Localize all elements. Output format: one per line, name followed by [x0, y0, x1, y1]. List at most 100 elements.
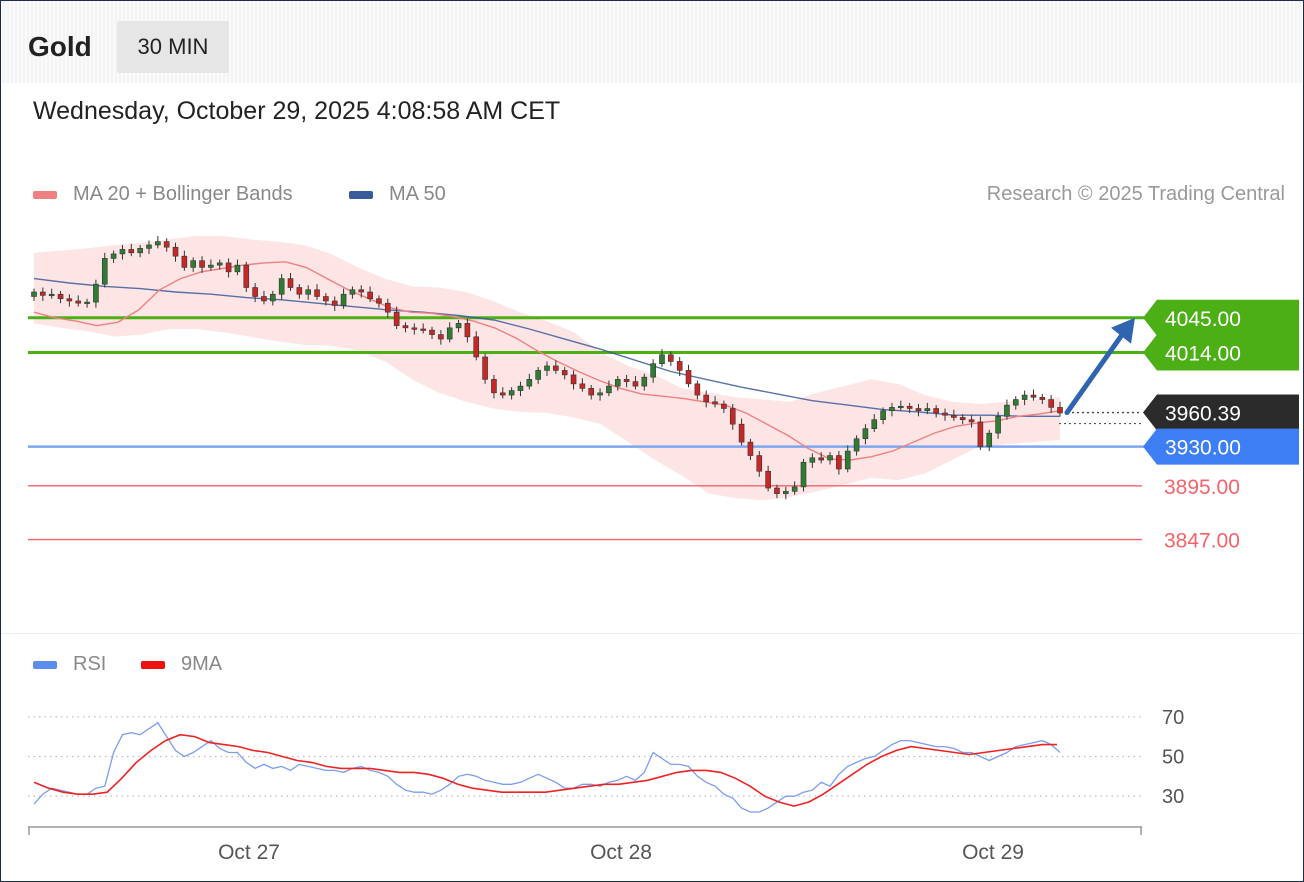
candle-body: [995, 416, 1001, 434]
candle-body: [818, 457, 824, 461]
panel-separator: [1, 633, 1303, 634]
candle-body: [553, 365, 559, 371]
candle-body: [446, 327, 453, 340]
candle-body: [800, 461, 807, 488]
candle-body: [314, 289, 320, 297]
candle-body: [1021, 394, 1028, 400]
candle-body: [464, 323, 471, 338]
candle-body: [190, 260, 197, 268]
candle-body: [225, 262, 232, 273]
candle-body: [809, 457, 816, 463]
candle-body: [48, 293, 55, 297]
candle-body: [305, 289, 311, 295]
candle-body: [703, 394, 710, 403]
price-label-4014-00: 4014.00: [1165, 342, 1241, 365]
price-label-3960-39: 3960.39: [1165, 403, 1241, 426]
candle-body: [791, 486, 798, 492]
candle-body: [951, 414, 957, 418]
candle-body: [340, 293, 347, 306]
legend-rsi: RSI: [33, 653, 106, 676]
candle-body: [765, 470, 771, 489]
candle-body: [181, 255, 188, 268]
legend-rsi-ma-label: 9MA: [181, 653, 223, 675]
candle-body: [420, 328, 426, 331]
candle-body: [208, 264, 214, 268]
x-tick-label: Oct 29: [962, 841, 1024, 864]
candle-body: [499, 392, 506, 396]
candle-body: [128, 249, 135, 254]
x-tick-label: Oct 27: [218, 841, 280, 864]
candle-body: [712, 401, 718, 405]
rsi-9ma-line: [33, 733, 1057, 807]
candle-body: [579, 383, 586, 389]
candle-body: [482, 356, 488, 380]
candle-body: [163, 241, 170, 248]
candle-body: [261, 296, 267, 302]
candle-body: [349, 289, 356, 295]
candle-body: [676, 361, 683, 371]
candle-body: [1030, 394, 1037, 398]
candle-body: [933, 408, 939, 414]
legend-ma50: MA 50: [349, 183, 446, 206]
candle-body: [747, 441, 754, 456]
candle-body: [393, 311, 400, 326]
candle-body: [641, 376, 648, 387]
candle-body: [597, 392, 603, 396]
candle-body: [924, 408, 931, 412]
candle-body: [844, 450, 851, 470]
candle-body: [721, 403, 727, 409]
candle-body: [429, 329, 435, 335]
candle-body: [526, 379, 533, 387]
candle-body: [836, 455, 842, 470]
candle-body: [278, 278, 285, 295]
candle-body: [508, 390, 515, 396]
price-chart: 4045.00 4014.00 3960.39 3930.00 3895.00 3847.…: [28, 236, 1299, 553]
candle-body: [137, 248, 143, 254]
candle-body: [871, 419, 878, 429]
candle-body: [783, 491, 789, 494]
forecast-arrow-head-icon: [1111, 317, 1135, 344]
candle-body: [216, 262, 223, 266]
candle-body: [296, 287, 303, 295]
candle-body: [614, 379, 621, 387]
candle-body: [535, 370, 541, 380]
candle-body: [561, 370, 568, 376]
candle-body: [367, 291, 373, 300]
price-tag-3930-00: [1143, 428, 1299, 465]
candle-body: [146, 244, 152, 249]
price-label-3847-00: 3847.00: [1164, 530, 1240, 553]
candle-body: [84, 301, 90, 304]
candle-body: [738, 423, 745, 443]
candle-body: [252, 287, 258, 297]
candle-body: [570, 374, 577, 385]
timeframe-button[interactable]: 30 MIN: [117, 21, 229, 73]
candle-body: [897, 405, 904, 409]
candle-body: [774, 487, 780, 494]
legend-ma20-label: MA 20 + Bollinger Bands: [73, 183, 293, 205]
candle-body: [376, 298, 382, 304]
candle-body: [402, 325, 409, 329]
rsi-line: [33, 721, 1061, 813]
candle-body: [1004, 404, 1010, 417]
candle-body: [756, 455, 763, 472]
candle-body: [906, 405, 913, 409]
title-bar: Gold 30 MIN: [1, 1, 1303, 83]
candle-body: [438, 334, 444, 340]
candle-body: [889, 407, 895, 412]
candle-body: [155, 241, 161, 246]
candle-body: [384, 302, 391, 313]
candle-body: [323, 296, 329, 302]
rsi-tick-label: 30: [1162, 786, 1184, 808]
candle-body: [234, 264, 241, 273]
candle-body: [491, 379, 497, 394]
legend-rsi-label: RSI: [73, 653, 107, 675]
candle-body: [455, 323, 462, 329]
legend-ma50-label: MA 50: [389, 183, 446, 205]
candle-body: [942, 412, 948, 416]
rsi-ma-swatch-icon: [141, 660, 165, 669]
candle-body: [1048, 399, 1054, 408]
candle-body: [75, 300, 82, 304]
candle-body: [57, 293, 64, 300]
candle-body: [862, 428, 869, 440]
